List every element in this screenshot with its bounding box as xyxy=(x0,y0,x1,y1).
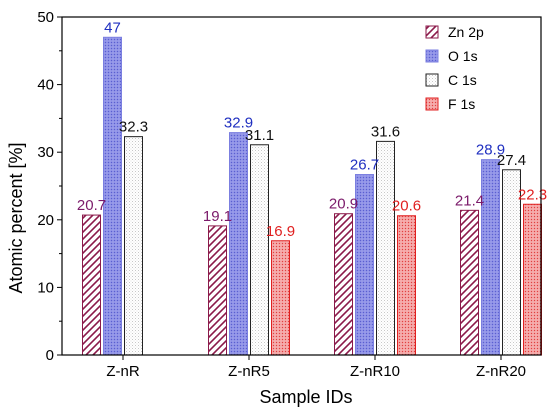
y-tick-label: 30 xyxy=(37,144,54,161)
legend-swatch xyxy=(425,25,439,39)
y-tick-label: 50 xyxy=(37,9,54,26)
data-label: 31.1 xyxy=(245,127,274,144)
bar-o-1s-z-nr xyxy=(103,36,122,356)
bar-o-1s-z-nr10 xyxy=(355,174,374,356)
bar-f-1s-z-nr5 xyxy=(271,240,290,356)
data-label: 20.6 xyxy=(392,198,421,215)
data-label: 31.6 xyxy=(371,123,400,140)
y-tick-label: 40 xyxy=(37,77,54,94)
data-label: 21.4 xyxy=(455,192,484,209)
bar-zn-2p-z-nr5 xyxy=(208,225,227,356)
bar-zn-2p-z-nr10 xyxy=(334,213,353,356)
x-axis-title: Sample IDs xyxy=(259,387,352,407)
bar-zn-2p-z-nr20 xyxy=(460,209,479,356)
y-tick-label: 0 xyxy=(46,347,54,364)
data-label: 16.9 xyxy=(266,223,295,240)
bar-o-1s-z-nr20 xyxy=(481,159,500,356)
bar-f-1s-z-nr10 xyxy=(397,215,416,356)
x-tick-label: Z-nR5 xyxy=(228,363,270,380)
data-label: 22.3 xyxy=(518,186,547,203)
data-label: 27.4 xyxy=(497,152,526,169)
data-label: 28.9 xyxy=(476,142,505,159)
data-label: 32.3 xyxy=(119,119,148,136)
bar-c-1s-z-nr xyxy=(124,136,143,356)
x-tick-label: Z-nR xyxy=(106,363,140,380)
x-tick-label: Z-nR20 xyxy=(476,363,526,380)
legend-swatch xyxy=(425,73,439,87)
data-label: 47 xyxy=(104,19,121,36)
x-tick-label: Z-nR10 xyxy=(350,363,400,380)
bar-f-1s-z-nr20 xyxy=(523,203,542,356)
y-tick-label: 10 xyxy=(37,279,54,296)
y-axis-title: Atomic percent [%] xyxy=(6,142,26,293)
bar-c-1s-z-nr5 xyxy=(250,144,269,356)
data-label: 32.9 xyxy=(224,115,253,132)
legend-label: Zn 2p xyxy=(448,24,484,40)
legend-label: C 1s xyxy=(448,72,477,88)
bar-c-1s-z-nr10 xyxy=(376,140,395,356)
data-label: 19.1 xyxy=(203,208,232,225)
y-tick-label: 20 xyxy=(37,212,54,229)
legend-swatch xyxy=(425,97,439,111)
plot-frame xyxy=(61,16,542,356)
data-label: 20.9 xyxy=(329,196,358,213)
legend-label: F 1s xyxy=(448,96,475,112)
data-label: 26.7 xyxy=(350,157,379,174)
legend-swatch xyxy=(425,49,439,63)
legend-label: O 1s xyxy=(448,48,478,64)
bar-zn-2p-z-nr xyxy=(82,214,101,356)
data-label: 20.7 xyxy=(77,197,106,214)
bar-o-1s-z-nr5 xyxy=(229,132,248,356)
